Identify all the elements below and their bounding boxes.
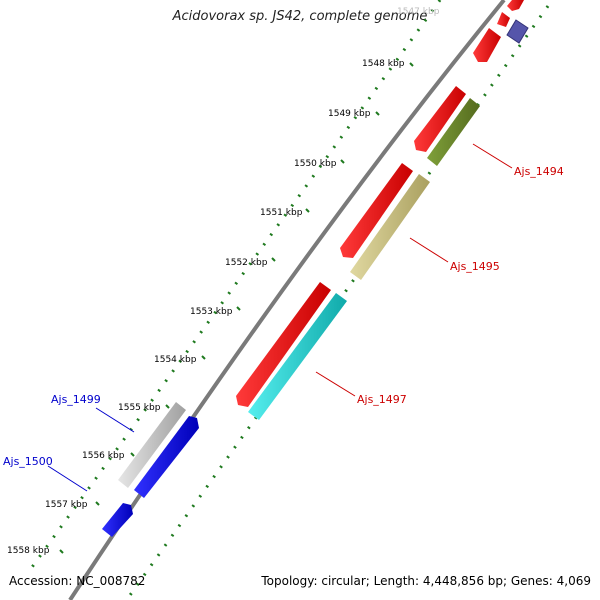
cds-arrow[interactable] [236,282,331,407]
gene-label-ajs-1497[interactable]: Ajs_1497 [357,393,407,406]
feature-block-ajs-1495[interactable] [350,174,430,280]
cds-arrow-ajs-1499[interactable] [134,416,199,498]
tick-label-1557: 1557 kbp [45,500,88,510]
tick-marks [59,62,414,554]
genome-backbone [68,0,506,600]
cds-arrow[interactable] [497,12,510,27]
cds-arrow[interactable] [507,0,524,11]
tick-label-1549: 1549 kbp [328,109,371,119]
feature-block-ajs-1497[interactable] [248,293,347,420]
tick-label-1552: 1552 kbp [225,258,268,268]
leader-line-ajs-1494 [472,143,513,169]
outer-tick-ring [28,0,442,571]
tick-label-1556: 1556 kbp [82,451,125,461]
cds-arrow[interactable] [473,28,501,62]
tick-label-1550: 1550 kbp [294,159,337,169]
leader-line-ajs-1500 [47,465,88,492]
tick-label-1547: 1547 kbp [397,7,440,17]
cds-arrow[interactable] [414,86,466,152]
accession-text: Accession: NC_008782 [9,574,146,588]
feature-block-ajs-1499[interactable] [118,402,186,488]
genome-summary-text: Topology: circular; Length: 4,448,856 bp… [261,574,591,588]
cds-arrow-ajs-1500[interactable] [102,503,133,537]
gene-label-ajs-1499[interactable]: Ajs_1499 [51,393,101,406]
tick-label-1558: 1558 kbp [7,546,50,556]
gene-label-ajs-1500[interactable]: Ajs_1500 [3,455,53,468]
gene-label-ajs-1494[interactable]: Ajs_1494 [514,165,564,178]
map-title: Acidovorax sp. JS42, complete genome [172,9,428,24]
cds-arrow[interactable] [340,163,413,258]
tick-label-1553: 1553 kbp [190,307,233,317]
feature-block[interactable] [506,19,529,44]
leader-line-ajs-1495 [409,237,449,263]
gene-label-ajs-1495[interactable]: Ajs_1495 [450,260,500,273]
feature-block-ajs-1494[interactable] [427,98,480,166]
tick-label-1551: 1551 kbp [260,208,303,218]
tick-label-1555: 1555 kbp [118,403,161,413]
tick-label-1554: 1554 kbp [154,355,197,365]
tick-label-1548: 1548 kbp [362,59,405,69]
leader-line-ajs-1497 [315,371,356,397]
leader-line-ajs-1499 [95,407,135,433]
